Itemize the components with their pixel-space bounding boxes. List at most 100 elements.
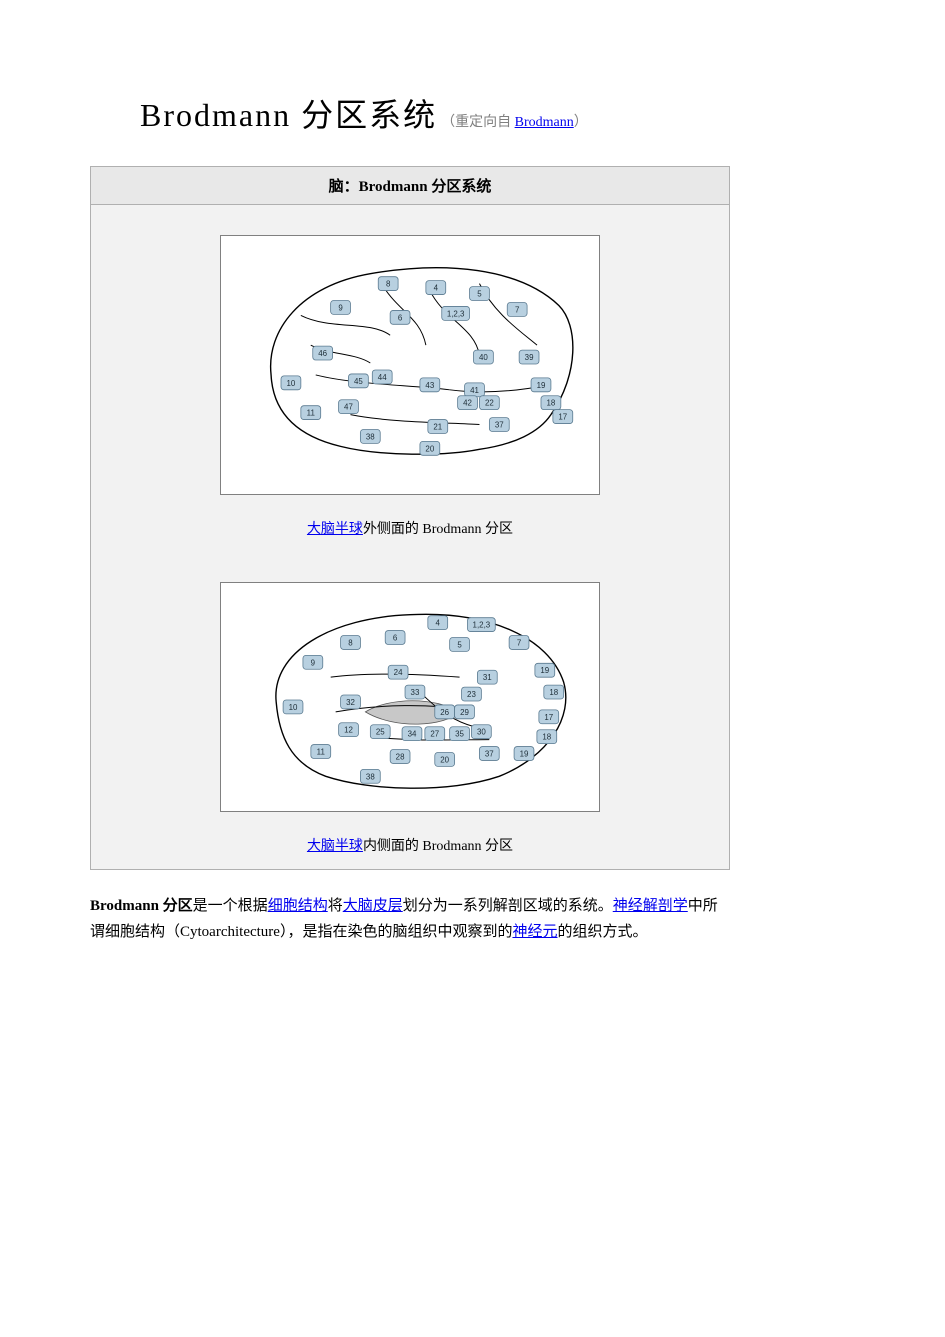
svg-text:4: 4 xyxy=(434,284,439,293)
svg-text:27: 27 xyxy=(430,730,439,739)
area-label-19: 19 xyxy=(531,378,551,392)
area-label-23: 23 xyxy=(462,687,482,701)
svg-text:43: 43 xyxy=(425,381,434,390)
area-label-37: 37 xyxy=(489,418,509,432)
svg-text:24: 24 xyxy=(394,668,403,677)
svg-text:38: 38 xyxy=(366,432,375,441)
svg-text:1,2,3: 1,2,3 xyxy=(447,309,465,318)
area-label-10: 10 xyxy=(281,376,301,390)
area-label-30: 30 xyxy=(471,725,491,739)
area-label-1,2,3: 1,2,3 xyxy=(442,306,470,320)
svg-text:44: 44 xyxy=(378,373,387,382)
svg-text:25: 25 xyxy=(376,728,385,737)
intro-t5: 的组织方式。 xyxy=(557,924,647,940)
figure-1-caption: 大脑半球外侧面的 Brodmann 分区 xyxy=(111,518,709,538)
link-cell-structure[interactable]: 细胞结构 xyxy=(268,898,328,914)
area-label-12: 12 xyxy=(339,723,359,737)
area-label-40: 40 xyxy=(474,350,494,364)
redirect-note: （重定向自 Brodmann） xyxy=(441,115,588,130)
svg-text:5: 5 xyxy=(477,290,482,299)
area-label-32: 32 xyxy=(341,695,361,709)
svg-text:11: 11 xyxy=(317,747,326,756)
svg-text:46: 46 xyxy=(318,349,327,358)
area-label-7: 7 xyxy=(507,302,527,316)
area-label-6: 6 xyxy=(390,310,410,324)
link-neuron[interactable]: 神经元 xyxy=(512,924,557,940)
svg-text:42: 42 xyxy=(463,399,472,408)
area-label-44: 44 xyxy=(372,370,392,384)
area-label-22: 22 xyxy=(479,396,499,410)
area-label-34: 34 xyxy=(402,727,422,741)
intro-t2: 将 xyxy=(328,898,343,914)
figure-1-caption-link[interactable]: 大脑半球 xyxy=(307,522,363,537)
svg-text:45: 45 xyxy=(354,377,363,386)
svg-text:11: 11 xyxy=(307,409,316,418)
area-label-8: 8 xyxy=(378,277,398,291)
svg-text:28: 28 xyxy=(396,752,405,761)
svg-text:12: 12 xyxy=(344,726,353,735)
area-label-4: 4 xyxy=(426,281,446,295)
area-label-8: 8 xyxy=(341,636,361,650)
area-label-9: 9 xyxy=(331,301,351,315)
area-label-42: 42 xyxy=(458,396,478,410)
svg-text:37: 37 xyxy=(485,749,494,758)
area-label-47: 47 xyxy=(339,400,359,414)
svg-text:7: 7 xyxy=(517,638,521,647)
area-label-45: 45 xyxy=(348,374,368,388)
area-label-41: 41 xyxy=(465,383,485,397)
svg-text:23: 23 xyxy=(467,690,476,699)
page-title-line: Brodmann 分区系统 （重定向自 Brodmann） xyxy=(140,90,865,136)
area-label-27: 27 xyxy=(425,727,445,741)
document-page: Brodmann 分区系统 （重定向自 Brodmann） 脑：Brodmann… xyxy=(0,0,945,1005)
svg-text:22: 22 xyxy=(485,399,494,408)
redirect-link[interactable]: Brodmann xyxy=(515,115,574,130)
area-label-4: 4 xyxy=(428,616,448,630)
figure-2-caption-rest: 内侧面的 Brodmann 分区 xyxy=(363,839,513,854)
svg-text:4: 4 xyxy=(436,619,441,628)
area-label-17: 17 xyxy=(539,710,559,724)
svg-text:38: 38 xyxy=(366,772,375,781)
area-label-29: 29 xyxy=(455,705,475,719)
area-label-18: 18 xyxy=(541,396,561,410)
area-label-21: 21 xyxy=(428,420,448,434)
area-label-1,2,3: 1,2,3 xyxy=(467,618,495,632)
svg-text:20: 20 xyxy=(425,444,434,453)
svg-text:18: 18 xyxy=(542,733,551,742)
area-label-25: 25 xyxy=(370,725,390,739)
redirect-prefix: （重定向自 xyxy=(441,115,515,130)
svg-text:6: 6 xyxy=(393,633,398,642)
link-cerebral-cortex[interactable]: 大脑皮层 xyxy=(343,898,403,914)
svg-text:1,2,3: 1,2,3 xyxy=(473,621,491,630)
svg-text:5: 5 xyxy=(457,640,462,649)
page-title: Brodmann 分区系统 xyxy=(140,97,437,133)
infobox-figure-2: 41,2,38657924311933231810322629171225342… xyxy=(91,552,729,869)
svg-text:47: 47 xyxy=(344,403,353,412)
area-label-9: 9 xyxy=(303,655,323,669)
svg-text:32: 32 xyxy=(346,698,355,707)
area-label-35: 35 xyxy=(450,727,470,741)
svg-text:41: 41 xyxy=(470,386,479,395)
link-neuroanatomy[interactable]: 神经解剖学 xyxy=(613,898,688,914)
svg-text:31: 31 xyxy=(483,673,492,682)
area-label-5: 5 xyxy=(470,287,490,301)
area-label-19: 19 xyxy=(535,663,555,677)
svg-text:35: 35 xyxy=(455,730,464,739)
area-label-10: 10 xyxy=(283,700,303,714)
svg-text:18: 18 xyxy=(547,399,556,408)
svg-text:17: 17 xyxy=(558,413,567,422)
intro-t1: 是一个根据 xyxy=(193,898,268,914)
svg-text:17: 17 xyxy=(544,713,553,722)
area-label-6: 6 xyxy=(385,631,405,645)
svg-text:39: 39 xyxy=(525,353,534,362)
svg-text:8: 8 xyxy=(386,280,391,289)
svg-text:10: 10 xyxy=(289,703,298,712)
area-label-18: 18 xyxy=(537,730,557,744)
figure-2-caption-link[interactable]: 大脑半球 xyxy=(307,839,363,854)
svg-text:8: 8 xyxy=(348,638,353,647)
area-label-38: 38 xyxy=(360,769,380,783)
svg-text:6: 6 xyxy=(398,313,403,322)
area-label-39: 39 xyxy=(519,350,539,364)
intro-paragraph: Brodmann 分区是一个根据细胞结构将大脑皮层划分为一系列解剖区域的系统。神… xyxy=(90,894,730,945)
svg-text:18: 18 xyxy=(549,688,558,697)
area-label-46: 46 xyxy=(313,346,333,360)
